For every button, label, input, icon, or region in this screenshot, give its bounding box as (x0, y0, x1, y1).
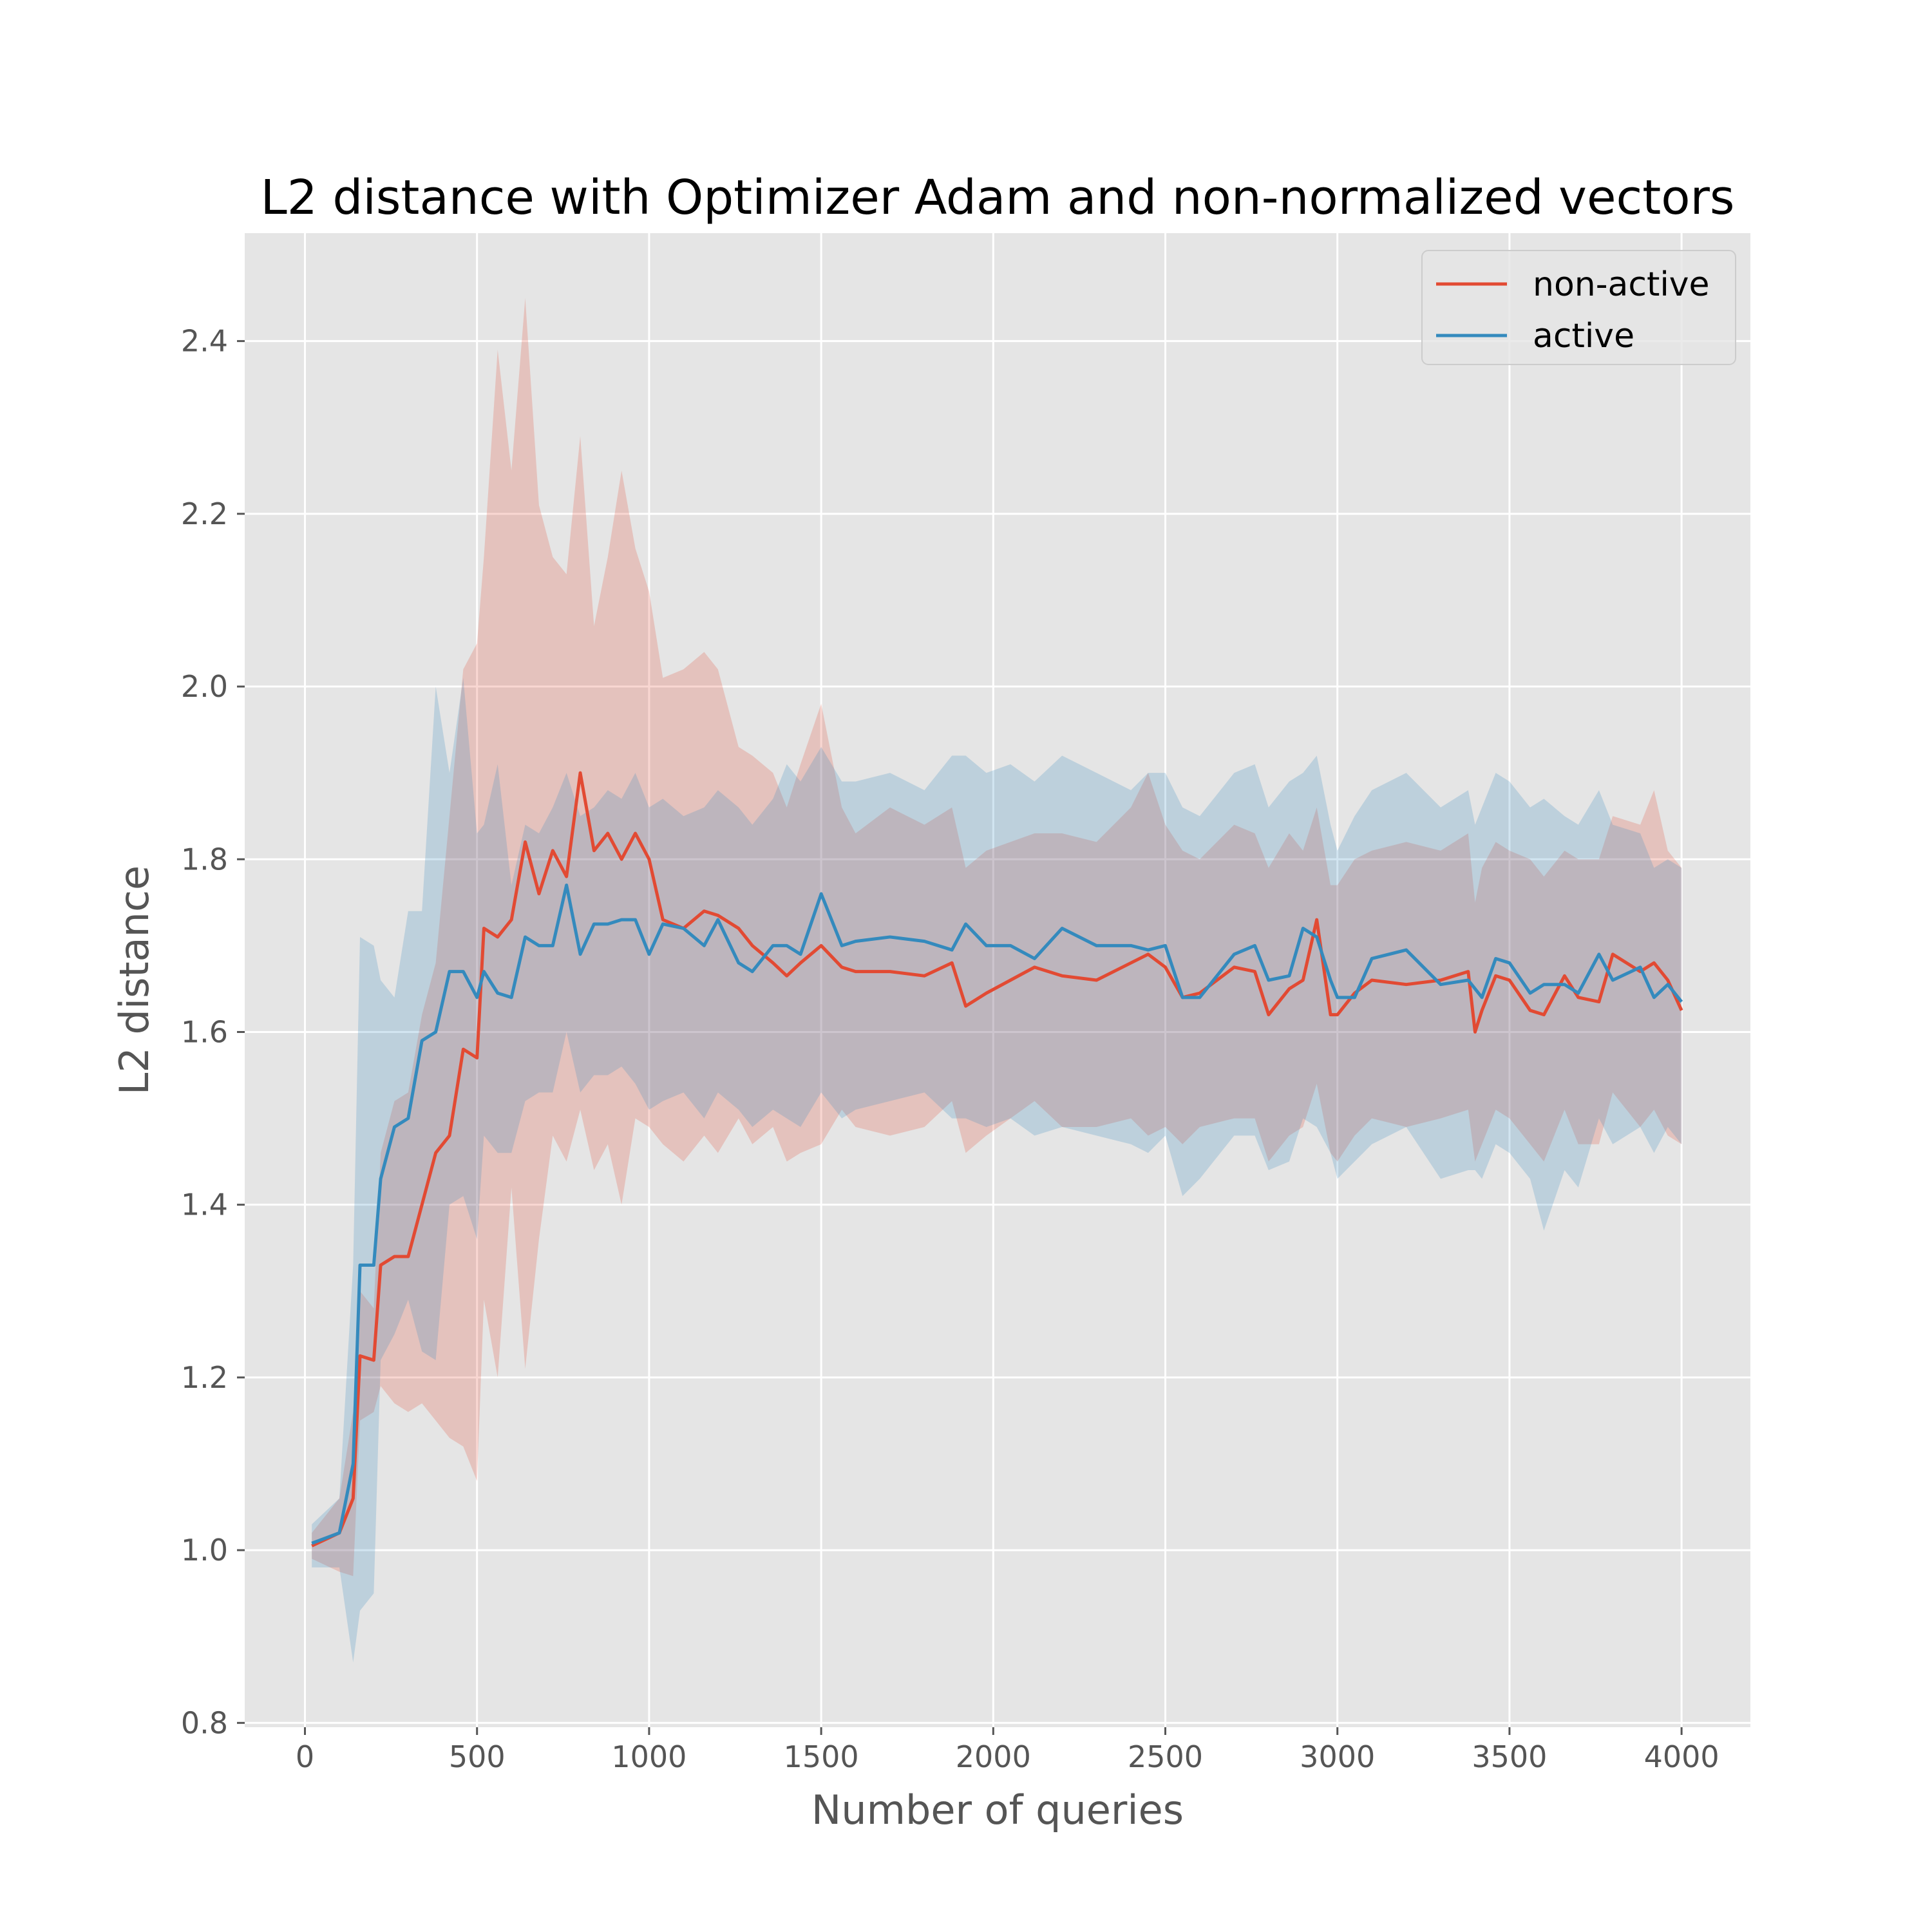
legend-label: non-active (1533, 265, 1710, 304)
y-tick-label: 2.4 (181, 324, 228, 359)
x-tick-label: 3000 (1300, 1739, 1375, 1774)
series-lines (311, 771, 1683, 1548)
line-active (311, 883, 1683, 1545)
y-tick-label: 1.2 (181, 1360, 228, 1395)
y-tick-label: 1.0 (181, 1533, 228, 1567)
x-tick-label: 2000 (956, 1739, 1031, 1774)
band-active (312, 677, 1682, 1663)
x-axis-ticks: 0 500 1000 1500 2000 2500 3000 3500 4000 (296, 1727, 1719, 1774)
x-tick-label: 500 (449, 1739, 506, 1774)
legend-label: active (1533, 317, 1634, 355)
y-axis-ticks: 0.8 1.0 1.2 1.4 1.6 1.8 2.0 2.2 2.4 (181, 324, 245, 1740)
x-axis-label: Number of queries (811, 1786, 1184, 1833)
x-tick-label: 2500 (1128, 1739, 1203, 1774)
x-tick-label: 3500 (1472, 1739, 1547, 1774)
y-tick-label: 1.4 (181, 1188, 228, 1222)
error-bands (312, 298, 1682, 1663)
y-tick-label: 2.0 (181, 669, 228, 704)
y-tick-label: 0.8 (181, 1705, 228, 1740)
legend: non-active active (1421, 250, 1736, 365)
x-tick-label: 0 (296, 1739, 314, 1774)
y-tick-label: 1.6 (181, 1014, 228, 1049)
y-tick-label: 2.2 (181, 497, 228, 531)
chart-title: L2 distance with Optimizer Adam and non-… (261, 170, 1735, 225)
y-axis-label: L2 distance (111, 866, 158, 1095)
y-tick-label: 1.8 (181, 842, 228, 876)
line-non-active (311, 771, 1683, 1548)
plot-area (245, 233, 1750, 1727)
x-tick-label: 1500 (784, 1739, 859, 1774)
x-tick-label: 1000 (611, 1739, 687, 1774)
band-non-active (312, 298, 1682, 1577)
x-tick-label: 4000 (1644, 1739, 1719, 1774)
